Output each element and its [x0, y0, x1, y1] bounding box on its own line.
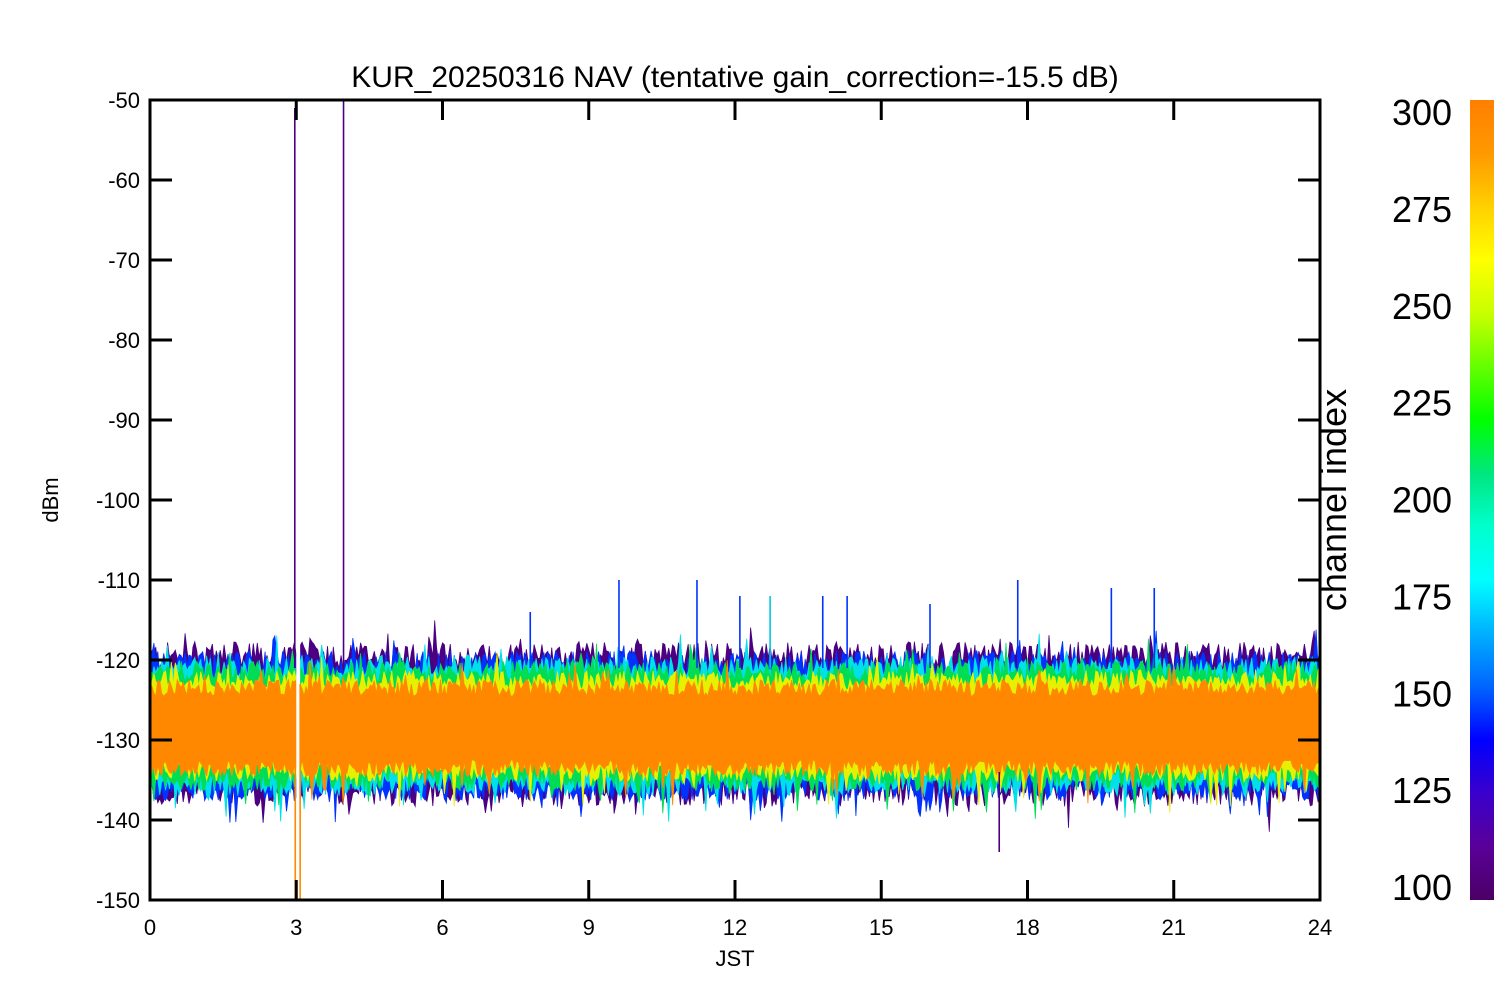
y-tick-label: -130: [96, 728, 140, 753]
colorbar-label: channel index: [1313, 389, 1354, 611]
y-tick-label: -90: [108, 408, 140, 433]
x-tick-label: 24: [1308, 915, 1332, 940]
colorbar-tick-label: 150: [1392, 673, 1452, 714]
colorbar: [1470, 100, 1494, 900]
series-band-channel-300: [150, 660, 1320, 806]
colorbar-ticks: 300 275 250 225 200 175 150 125 100: [1392, 92, 1452, 908]
x-tick-label: 3: [290, 915, 302, 940]
colorbar-tick-label: 100: [1392, 867, 1452, 908]
x-tick-label: 12: [723, 915, 747, 940]
data-bands: [150, 102, 1320, 898]
y-tick-label: -120: [96, 648, 140, 673]
y-tick-label: -60: [108, 168, 140, 193]
colorbar-tick-label: 125: [1392, 770, 1452, 811]
colorbar-tick-label: 225: [1392, 383, 1452, 424]
colorbar-tick-label: 300: [1392, 92, 1452, 133]
x-tick-label: 9: [583, 915, 595, 940]
y-tick-label: -140: [96, 808, 140, 833]
y-tick-label: -50: [108, 88, 140, 113]
y-axis-label: dBm: [38, 477, 63, 522]
x-tick-label: 15: [869, 915, 893, 940]
colorbar-tick-label: 200: [1392, 480, 1452, 521]
x-tick-label: 0: [144, 915, 156, 940]
data-gap: [296, 102, 301, 898]
chart-title: KUR_20250316 NAV (tentative gain_correct…: [351, 61, 1118, 94]
y-tick-label: -110: [98, 568, 140, 593]
y-axis: -50 -60 -70 -80 -90 -100 -110 -120 -130 -140 -150: [96, 88, 1320, 913]
y-tick-label: -70: [108, 248, 140, 273]
colorbar-tick-label: 250: [1392, 286, 1452, 327]
x-tick-label: 6: [436, 915, 448, 940]
y-tick-label: -80: [108, 328, 140, 353]
colorbar-tick-label: 175: [1392, 576, 1452, 617]
x-axis: 0 3 6 9 12 15 18 21 24: [144, 100, 1332, 940]
data-spikes: [293, 100, 1156, 900]
x-tick-label: 21: [1162, 915, 1186, 940]
y-tick-label: -100: [96, 488, 140, 513]
x-axis-label: JST: [715, 946, 754, 971]
x-tick-label: 18: [1015, 915, 1039, 940]
y-tick-label: -150: [96, 888, 140, 913]
colorbar-tick-label: 275: [1392, 189, 1452, 230]
